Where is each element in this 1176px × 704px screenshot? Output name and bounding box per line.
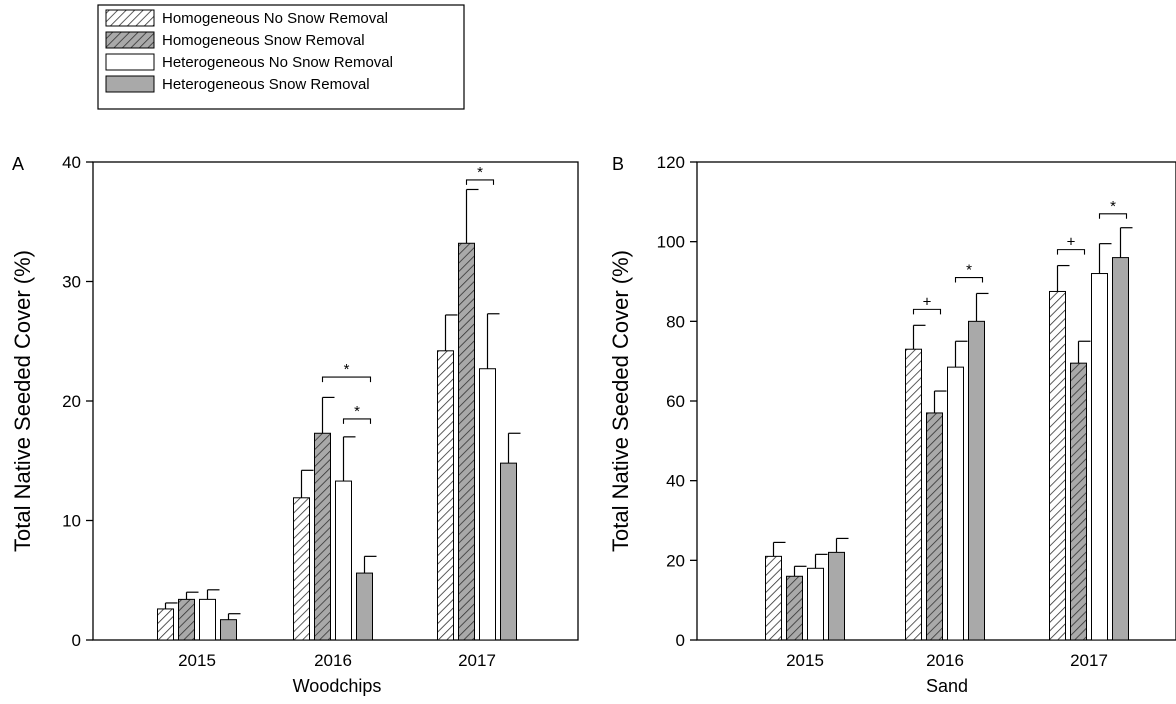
bar — [1091, 273, 1108, 641]
bar — [437, 350, 454, 641]
significance-bracket — [342, 418, 372, 424]
bar — [905, 348, 922, 641]
significance-marker: + — [1067, 234, 1076, 251]
y-tick-label: 20 — [62, 392, 81, 411]
bar — [807, 567, 824, 641]
y-axis-label: Total Native Seeded Cover (%) — [608, 250, 633, 552]
bar — [947, 366, 964, 641]
panel-a: 0 10 20 30 40 2015 2016 2017 * * * Woodchips Total N… — [10, 153, 579, 696]
significance-bracket — [912, 308, 942, 315]
bar — [828, 551, 845, 641]
x-tick-label: 2016 — [314, 651, 352, 670]
significance-marker: + — [923, 293, 932, 310]
x-tick-label: 2015 — [786, 651, 824, 670]
y-tick-label: 0 — [676, 631, 685, 650]
legend-swatch — [105, 75, 155, 93]
significance-bracket — [1098, 213, 1128, 219]
bar — [314, 432, 331, 641]
bar — [220, 619, 237, 641]
bar — [356, 572, 373, 641]
x-axis-label: Woodchips — [293, 676, 382, 696]
bar — [968, 320, 985, 641]
y-axis-label: Total Native Seeded Cover (%) — [10, 250, 35, 552]
y-tick-label: 10 — [62, 512, 81, 531]
y-tick-label: 40 — [62, 153, 81, 172]
legend-entry-label: Homogeneous No Snow Removal — [162, 10, 388, 27]
bar — [926, 412, 943, 641]
y-tick-label: 120 — [657, 153, 685, 172]
x-axis-label: Sand — [926, 676, 968, 696]
legend-entry-label: Heterogeneous No Snow Removal — [162, 54, 393, 71]
y-tick-label: 20 — [666, 551, 685, 570]
y-tick-label: 0 — [72, 631, 81, 650]
significance-marker: * — [354, 403, 360, 420]
significance-marker: * — [1110, 198, 1116, 215]
y-tick-label: 100 — [657, 233, 685, 252]
bar — [765, 555, 782, 641]
legend-box — [97, 4, 465, 110]
bar — [178, 598, 195, 641]
panel-b: 0 20 40 60 80 100 120 2015 2016 2017 + * + * Sand Total… — [608, 153, 1176, 696]
bar — [458, 242, 475, 641]
y-tick-label: 80 — [666, 312, 685, 331]
bar — [1049, 290, 1066, 641]
legend-entry-label: Homogeneous Snow Removal — [162, 32, 365, 49]
significance-marker: * — [477, 164, 483, 181]
legend: Homogeneous No Snow Removal Homogeneous S… — [97, 4, 465, 110]
x-tick-label: 2017 — [1070, 651, 1108, 670]
significance-bracket — [465, 179, 495, 185]
x-tick-label: 2017 — [458, 651, 496, 670]
panel-label: A — [12, 154, 24, 174]
y-tick-label: 60 — [666, 392, 685, 411]
bar — [1112, 257, 1129, 641]
significance-bracket — [954, 276, 984, 283]
significance-bracket — [1056, 249, 1086, 255]
bar — [157, 608, 174, 641]
x-tick-label: 2015 — [178, 651, 216, 670]
legend-swatch — [105, 9, 155, 27]
legend-entry-label: Heterogeneous Snow Removal — [162, 76, 370, 93]
y-tick-label: 30 — [62, 273, 81, 292]
bar — [293, 497, 310, 641]
bar — [335, 480, 352, 641]
y-tick-label: 40 — [666, 472, 685, 491]
x-tick-label: 2016 — [926, 651, 964, 670]
significance-marker: * — [344, 361, 350, 378]
bar — [786, 575, 803, 641]
legend-swatch — [105, 53, 155, 71]
significance-bracket — [321, 376, 372, 383]
legend-swatch — [105, 31, 155, 49]
bar — [500, 462, 517, 641]
bar — [199, 598, 216, 641]
bar — [479, 368, 496, 641]
significance-marker: * — [966, 262, 972, 279]
bar — [1070, 362, 1087, 641]
panel-label: B — [612, 154, 624, 174]
